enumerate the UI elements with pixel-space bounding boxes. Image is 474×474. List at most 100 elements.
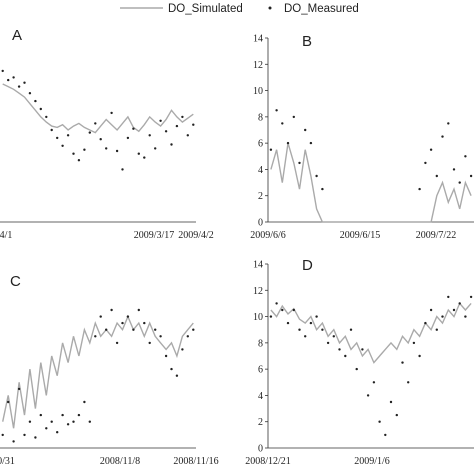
measured-point (72, 420, 75, 423)
measured-point (105, 328, 108, 331)
measured-point (7, 78, 10, 82)
measured-point (132, 127, 135, 130)
measured-point (66, 134, 70, 137)
measured-point (143, 321, 146, 325)
measured-point (192, 123, 195, 126)
measured-point (315, 315, 318, 318)
measured-point (286, 141, 290, 145)
measured-point (412, 341, 416, 345)
measured-point (458, 302, 461, 305)
measured-point (164, 354, 168, 358)
measured-point (384, 433, 387, 437)
measured-point (88, 131, 92, 134)
measured-point (355, 367, 358, 371)
measured-point (17, 387, 21, 391)
y-tick-label: 12 (253, 60, 263, 71)
measured-point (159, 119, 162, 123)
measured-point (148, 341, 151, 345)
measured-point (181, 115, 184, 119)
measured-point (132, 328, 135, 331)
measured-point (372, 381, 376, 384)
measured-point (121, 168, 124, 171)
measured-point (28, 92, 32, 95)
x-tick-label: 2009/6/6 (250, 230, 286, 241)
measured-point (447, 122, 450, 125)
measured-point (77, 413, 81, 417)
panel-letter: D (302, 257, 313, 274)
measured-point (175, 374, 179, 377)
measured-point (389, 400, 393, 404)
measured-point (361, 348, 364, 351)
measured-point (366, 394, 370, 397)
measured-point (83, 400, 86, 404)
y-tick-label: 4 (258, 165, 263, 176)
measured-point (429, 308, 433, 312)
measured-point (159, 335, 162, 338)
x-tick-label: 2009/7/22 (416, 230, 457, 241)
legend-simulated-label: DO_Simulated (168, 3, 243, 15)
y-tick-label: 2 (258, 191, 263, 202)
measured-point (143, 156, 146, 159)
measured-point (469, 295, 473, 299)
measured-point (77, 159, 81, 162)
measured-point (269, 148, 273, 151)
measured-point (126, 136, 130, 140)
measured-point (1, 433, 4, 437)
measured-point (395, 413, 398, 417)
panel-letter: C (10, 273, 21, 290)
measured-point (154, 328, 157, 331)
x-tick-label: 2008/11/16 (173, 456, 218, 467)
measured-point (286, 321, 290, 325)
measured-point (298, 161, 301, 165)
y-tick-label: 10 (253, 86, 263, 97)
measured-point (452, 168, 456, 171)
measured-point (99, 138, 102, 141)
y-tick-label: 2 (258, 417, 263, 428)
x-tick-label: 2008/12/21 (245, 456, 291, 467)
measured-point (83, 148, 86, 151)
measured-point (418, 354, 421, 358)
legend-measured-label: DO_Measured (284, 3, 359, 15)
legend-measured-swatch (268, 6, 272, 10)
measured-point (7, 400, 10, 404)
panel-c: 0/31 2008/11/8 2008/11/16 C (0, 273, 219, 467)
measured-point (12, 76, 15, 79)
measured-point (39, 107, 42, 111)
simulated-series-line (2, 314, 194, 429)
measured-point (435, 174, 438, 178)
measured-point (418, 187, 421, 191)
measured-point (464, 155, 467, 158)
measured-point (105, 147, 108, 150)
measured-point (170, 143, 173, 146)
measured-point (110, 111, 113, 115)
y-tick-label: 4 (258, 391, 263, 402)
x-tick-label: 2009/3/17 (134, 230, 175, 241)
measured-point (326, 341, 330, 345)
measured-point (181, 348, 184, 351)
measured-point (401, 361, 404, 364)
measured-point (121, 321, 124, 325)
measured-point (148, 134, 151, 137)
measured-point (441, 315, 444, 318)
measured-point (429, 148, 433, 151)
measured-point (50, 128, 53, 132)
measured-point (435, 328, 438, 331)
measured-point (441, 135, 444, 138)
measured-point (378, 420, 381, 423)
measured-point (424, 321, 427, 325)
x-tick-label: 0/31 (0, 456, 15, 467)
measured-point (45, 427, 48, 430)
measured-point (126, 315, 130, 318)
measured-point (407, 381, 410, 384)
measured-point (344, 354, 347, 358)
measured-point (304, 335, 307, 338)
measured-point (94, 335, 97, 338)
measured-point (321, 187, 324, 191)
measured-point (192, 328, 195, 331)
measured-point (23, 81, 26, 84)
measured-point (447, 295, 450, 299)
measured-point (34, 436, 37, 439)
measured-point (115, 341, 119, 345)
measured-point (186, 335, 189, 338)
measured-point (349, 328, 353, 331)
